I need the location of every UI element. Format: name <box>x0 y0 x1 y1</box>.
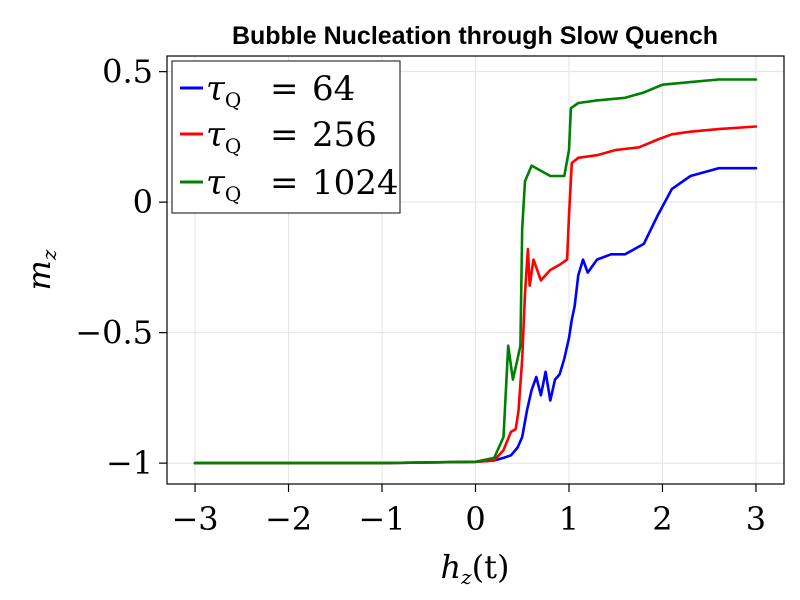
legend-entry: τQ = 256 <box>180 115 377 158</box>
series-layer <box>193 78 758 465</box>
y-tick-label: −0.5 <box>75 314 153 352</box>
y-tick-label: −1 <box>106 444 153 482</box>
y-tick-label: 0.5 <box>102 53 153 91</box>
x-tick-label: 1 <box>559 500 579 538</box>
x-tick-label: −2 <box>265 500 312 538</box>
y-axis-label: mz <box>20 249 61 290</box>
series-line-1 <box>193 125 758 465</box>
legend-label-256: τQ = 256 <box>206 115 377 158</box>
legend-label-64: τQ = 64 <box>206 69 355 112</box>
x-tick-label: −3 <box>171 500 218 538</box>
legend-box <box>171 60 401 214</box>
legend-entry: τQ = 64 <box>180 69 355 112</box>
chart-title: Bubble Nucleation through Slow Quench <box>232 22 718 50</box>
legend: τQ = 64 τQ = 256 τQ = 1024 <box>171 60 401 214</box>
x-tick-label: 3 <box>746 500 766 538</box>
y-tick-label: 0 <box>133 183 153 221</box>
series-line-0 <box>193 166 758 465</box>
x-tick-label: 2 <box>652 500 672 538</box>
x-tick-label: 0 <box>465 500 485 538</box>
legend-entry: τQ = 1024 <box>180 163 399 206</box>
series-line-2 <box>193 78 758 465</box>
tick-layer: −3 −2 −1 0 1 2 3 −1 −0.5 0 0.5 <box>75 53 766 538</box>
legend-label-1024: τQ = 1024 <box>206 163 399 206</box>
x-axis-label: hz(t) <box>441 548 510 589</box>
x-tick-label: −1 <box>358 500 405 538</box>
